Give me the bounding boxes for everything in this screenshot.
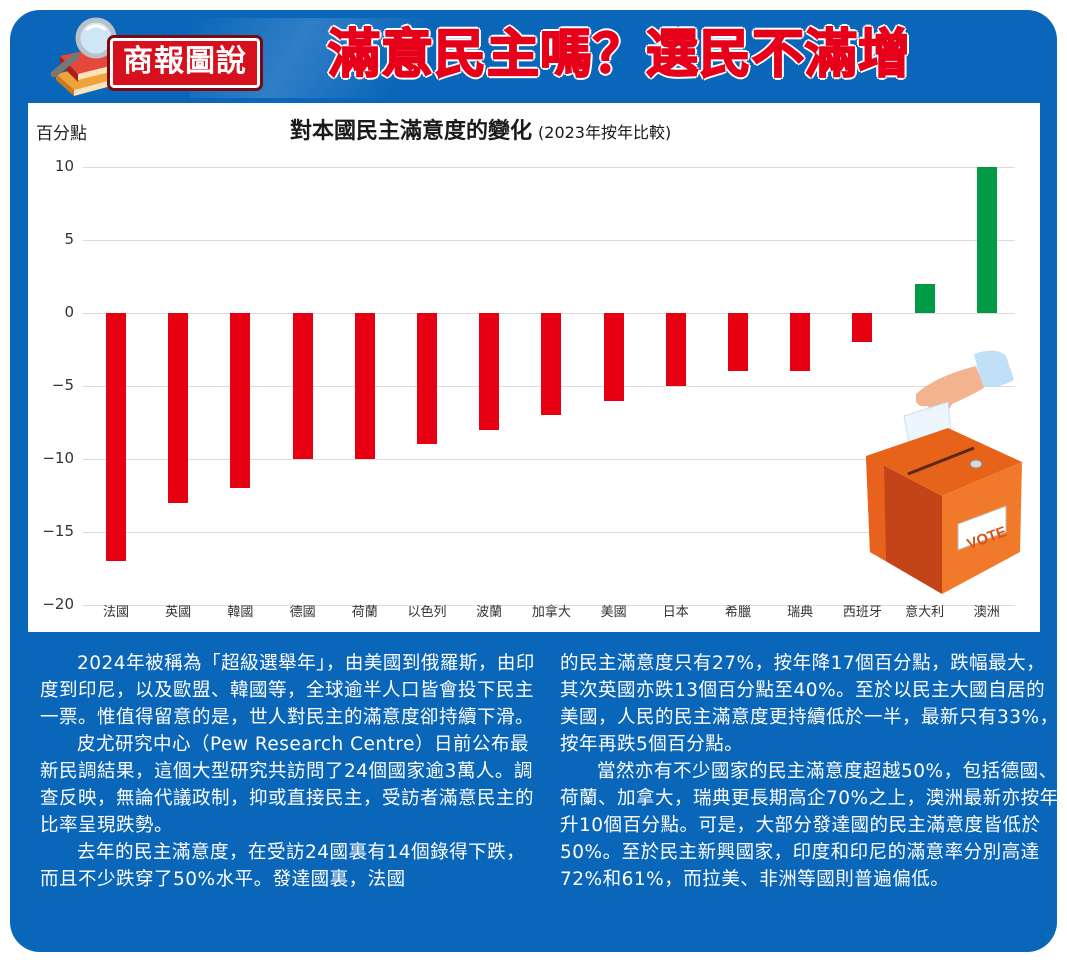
y-axis-unit: 百分點 bbox=[36, 124, 87, 144]
x-tick-label: 美國 bbox=[600, 605, 627, 620]
x-tick-label: 日本 bbox=[662, 605, 689, 620]
x-tick-label: 法國 bbox=[102, 605, 129, 620]
x-tick-label: 德國 bbox=[289, 605, 316, 620]
infographic-frame: 商報圖說 滿意民主嗎？選民不滿增 百分點 對本國民主滿意度的變化 (2023年按年… bbox=[10, 10, 1060, 952]
x-tick-label: 澳洲 bbox=[973, 605, 1000, 620]
bar-3 bbox=[230, 313, 251, 489]
bar-7 bbox=[479, 313, 500, 430]
article-paragraph: 當然亦有不少國家的民主滿意度超越50%，包括德國、荷蘭、加拿大，瑞典更長期高企7… bbox=[560, 761, 1059, 890]
y-tick-label: −20 bbox=[42, 595, 74, 613]
bar-14 bbox=[914, 283, 935, 313]
article-left-column: 2024年被稱為「超級選舉年」，由美國到俄羅斯，由印度到印尼，以及歐盟、韓國等，… bbox=[40, 650, 540, 893]
gridline bbox=[83, 532, 1015, 533]
x-tick-label: 希臘 bbox=[724, 605, 751, 620]
chart-title: 對本國民主滿意度的變化 (2023年按年比較) bbox=[290, 113, 671, 145]
x-tick-label: 瑞典 bbox=[787, 605, 814, 620]
bar-4 bbox=[292, 313, 313, 459]
chart-subtitle: (2023年按年比較) bbox=[538, 123, 672, 142]
bar-8 bbox=[541, 313, 562, 416]
headline: 滿意民主嗎？選民不滿增 bbox=[327, 24, 912, 86]
x-tick-label: 荷蘭 bbox=[351, 605, 378, 620]
bar-11 bbox=[728, 313, 748, 372]
article-right-column: 的民主滿意度只有27%，按年降17個百分點，跌幅最大，其次英國亦跌13個百分點至… bbox=[560, 650, 1060, 893]
bar-chart-plot: 10 5 0 −5 −10 −15 −20 法國 英國 韓國 德國 荷蘭 以色列 波蘭 加拿大 美國 日本 希臘 瑞… bbox=[28, 103, 1040, 632]
bar-15 bbox=[976, 167, 997, 313]
logo: 商報圖說 bbox=[46, 16, 276, 100]
bar-12 bbox=[790, 313, 811, 372]
article-paragraph: 的民主滿意度只有27%，按年降17個百分點，跌幅最大，其次英國亦跌13個百分點至… bbox=[560, 653, 1059, 755]
x-tick-label: 加拿大 bbox=[531, 605, 571, 620]
article-paragraph: 2024年被稱為「超級選舉年」，由美國到俄羅斯，由印度到印尼，以及歐盟、韓國等，… bbox=[40, 653, 535, 728]
bar-1 bbox=[106, 313, 126, 562]
gridline bbox=[83, 605, 1015, 606]
bar-6 bbox=[417, 313, 437, 445]
gridline bbox=[83, 167, 1015, 168]
x-tick-label: 以色列 bbox=[407, 605, 447, 620]
x-tick-label: 西班牙 bbox=[842, 605, 882, 620]
article-paragraph: 皮尤研究中心（Pew Research Centre）日前公布最新民調結果，這個… bbox=[40, 734, 535, 836]
x-tick-label: 韓國 bbox=[227, 605, 254, 620]
x-tick-label: 波蘭 bbox=[476, 605, 503, 620]
bar-10 bbox=[665, 313, 686, 386]
bar-5 bbox=[354, 313, 375, 459]
y-tick-label: 0 bbox=[64, 303, 74, 321]
logo-label: 商報圖說 bbox=[107, 35, 263, 91]
y-tick-label: 5 bbox=[64, 230, 74, 248]
bar-13 bbox=[852, 313, 873, 343]
y-tick-label: −15 bbox=[42, 522, 74, 540]
y-tick-label: −10 bbox=[42, 449, 74, 467]
x-tick-label: 英國 bbox=[165, 605, 192, 620]
ballot-box-illustration: VOTE bbox=[866, 350, 1022, 594]
gridline bbox=[83, 459, 1015, 460]
chart-title-text: 對本國民主滿意度的變化 bbox=[290, 119, 533, 144]
y-tick-label: −5 bbox=[51, 376, 74, 394]
chart-panel: 百分點 對本國民主滿意度的變化 (2023年按年比較) 10 5 0 −5 −10 −15 −… bbox=[28, 103, 1040, 632]
bar-2 bbox=[168, 313, 189, 503]
bar-9 bbox=[603, 313, 624, 401]
header: 商報圖說 滿意民主嗎？選民不滿增 bbox=[10, 10, 1057, 102]
x-tick-label: 意大利 bbox=[905, 605, 945, 620]
gridline bbox=[83, 240, 1015, 241]
y-tick-label: 10 bbox=[54, 157, 74, 175]
article-paragraph: 去年的民主滿意度，在受訪24國裏有14個錄得下跌，而且不少跌穿了50%水平。發達… bbox=[40, 842, 526, 890]
